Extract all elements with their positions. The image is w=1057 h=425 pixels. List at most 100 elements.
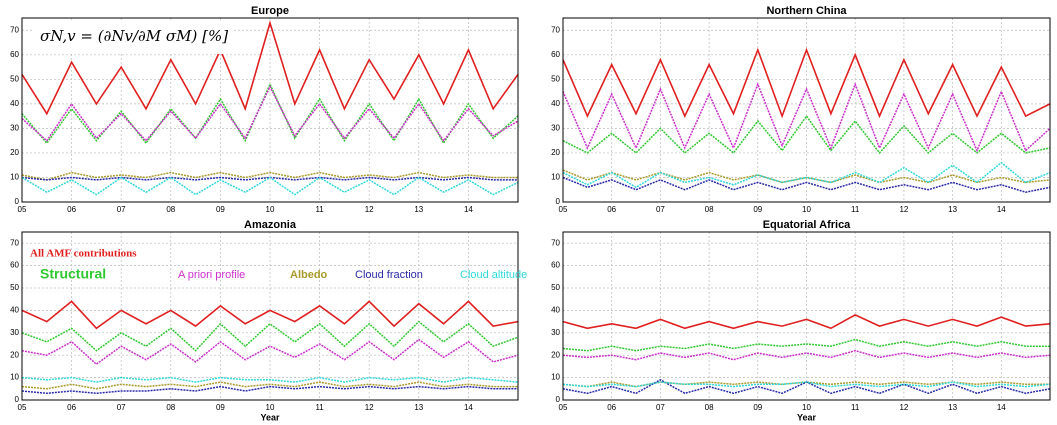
y-tick-label: 50 (10, 283, 19, 292)
y-tick-label: 60 (10, 261, 19, 270)
series-line (21, 376, 519, 383)
x-tick-label: 10 (266, 205, 275, 214)
y-tick-label: 50 (551, 283, 560, 292)
x-tick-label: 12 (899, 205, 908, 214)
y-tick-label: 50 (551, 74, 560, 83)
series-line (21, 20, 519, 116)
y-tick-label: 70 (551, 238, 560, 247)
x-tick-label: 13 (414, 403, 423, 412)
x-tick-label: 06 (607, 205, 616, 214)
y-tick-label: 70 (10, 25, 19, 34)
legend-entry: Albedo (290, 269, 328, 281)
y-tick-label: 60 (551, 261, 560, 270)
x-tick-label: 06 (607, 403, 616, 412)
x-tick-label: 06 (67, 403, 76, 412)
plot-frame (562, 231, 1051, 401)
x-tick-label: 10 (266, 403, 275, 412)
plot-frame (21, 231, 519, 401)
series-line (562, 161, 1051, 189)
x-tick-label: 05 (18, 403, 27, 412)
series-line (21, 320, 519, 352)
y-tick-label: 20 (10, 148, 19, 157)
plot-frame (21, 17, 519, 203)
x-tick-label: 09 (216, 205, 225, 214)
x-tick-label: 07 (656, 403, 665, 412)
series-line (21, 171, 518, 181)
chart-title: Europe (251, 5, 289, 17)
legend-entry: Cloud fraction (355, 269, 423, 281)
x-tick-label: 08 (166, 205, 175, 214)
series-line (562, 176, 1051, 193)
x-tick-label: 10 (802, 205, 811, 214)
x-tick-label: 14 (464, 403, 473, 412)
y-tick-label: 0 (556, 395, 561, 404)
y-tick-label: 60 (551, 50, 560, 59)
x-tick-label: 11 (851, 205, 860, 214)
series-line (562, 314, 1051, 330)
x-tick-label: 07 (117, 403, 126, 412)
y-tick-label: 70 (551, 25, 560, 34)
series-line (21, 176, 519, 196)
x-tick-label: 05 (18, 205, 27, 214)
series-line (21, 338, 519, 366)
y-tick-label: 10 (551, 173, 560, 182)
legend-entry: All AMF contributions (30, 248, 137, 260)
y-tick-label: 40 (10, 306, 19, 315)
series-line (562, 381, 1051, 388)
series-line (562, 349, 1051, 361)
x-tick-label: 08 (705, 205, 714, 214)
y-tick-label: 20 (551, 350, 560, 359)
x-tick-label: 13 (414, 205, 423, 214)
y-tick-label: 30 (551, 328, 560, 337)
y-tick-label: 40 (10, 99, 19, 108)
y-tick-label: 0 (556, 197, 561, 206)
x-tick-label: 05 (559, 205, 568, 214)
series-line (562, 82, 1051, 153)
series-line (21, 385, 518, 395)
y-tick-label: 50 (10, 74, 19, 83)
y-tick-label: 20 (551, 148, 560, 157)
x-tick-label: 09 (216, 403, 225, 412)
x-tick-label: 13 (948, 205, 957, 214)
x-tick-label: 14 (997, 403, 1006, 412)
x-tick-label: 10 (802, 403, 811, 412)
x-tick-label: 08 (166, 403, 175, 412)
y-tick-label: 40 (551, 306, 560, 315)
chart-title: Amazonia (244, 219, 297, 231)
x-tick-label: 07 (656, 205, 665, 214)
series-line (562, 47, 1051, 119)
x-tick-label: 12 (365, 403, 374, 412)
y-tick-label: 0 (15, 395, 20, 404)
series-line (21, 82, 519, 145)
x-tick-label: 11 (851, 403, 860, 412)
formula-annotation: σN,v = (∂Nv/∂M σM) [%] (40, 27, 228, 45)
x-tick-label: 14 (464, 205, 473, 214)
y-tick-label: 10 (10, 373, 19, 382)
y-tick-label: 10 (10, 173, 19, 182)
y-tick-label: 70 (10, 238, 19, 247)
annotation-box (34, 20, 232, 54)
x-axis-label: Year (260, 412, 280, 422)
chart-title: Northern China (766, 5, 847, 17)
series-line (562, 338, 1050, 352)
plot-frame (562, 17, 1051, 203)
x-axis-label: Year (797, 412, 817, 422)
y-tick-label: 0 (15, 197, 20, 206)
x-tick-label: 09 (753, 205, 762, 214)
y-tick-label: 30 (10, 328, 19, 337)
x-tick-label: 14 (997, 205, 1006, 214)
legend-entry: A priori profile (178, 269, 245, 281)
x-tick-label: 11 (315, 403, 324, 412)
x-tick-label: 08 (705, 403, 714, 412)
x-tick-label: 13 (948, 403, 957, 412)
x-tick-label: 12 (365, 205, 374, 214)
y-tick-label: 30 (10, 124, 19, 133)
x-tick-label: 07 (117, 205, 126, 214)
y-tick-label: 40 (551, 99, 560, 108)
x-tick-label: 05 (559, 403, 568, 412)
series-line (21, 381, 518, 390)
x-tick-label: 11 (315, 205, 324, 214)
chart-title: Equatorial Africa (763, 219, 851, 231)
x-tick-label: 06 (67, 205, 76, 214)
